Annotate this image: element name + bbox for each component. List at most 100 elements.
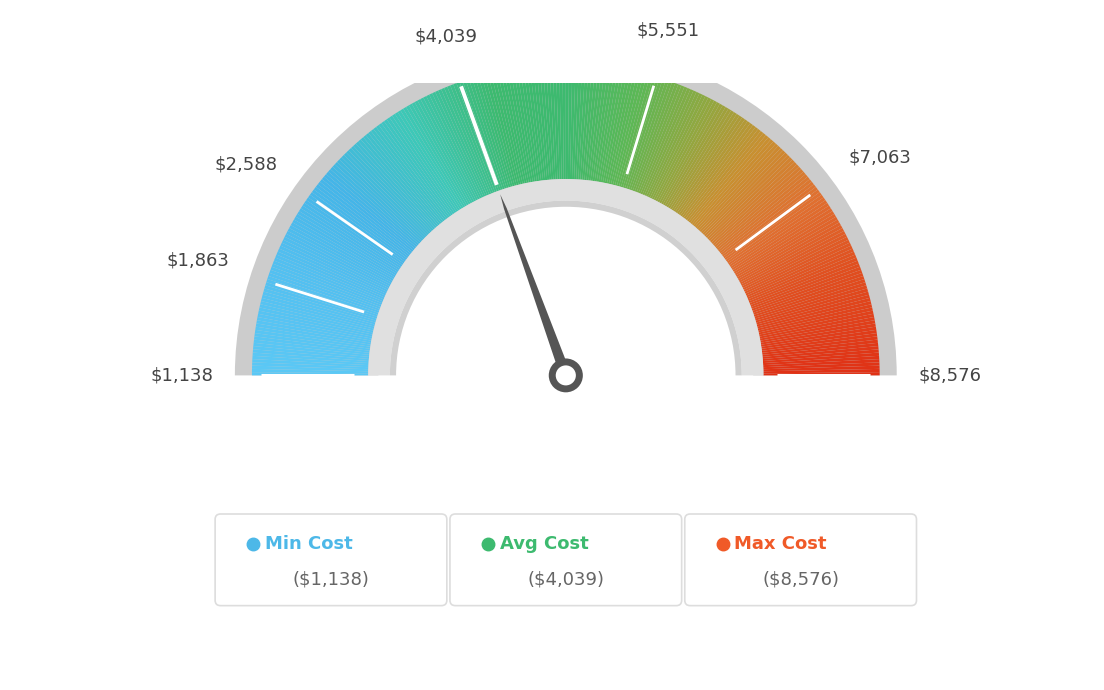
Wedge shape: [432, 92, 484, 198]
Wedge shape: [481, 75, 514, 186]
Wedge shape: [722, 184, 816, 257]
Wedge shape: [347, 150, 429, 235]
Wedge shape: [530, 66, 545, 180]
Wedge shape: [406, 106, 467, 206]
Wedge shape: [728, 197, 826, 265]
Wedge shape: [673, 114, 740, 212]
Wedge shape: [700, 146, 781, 233]
Wedge shape: [643, 88, 690, 195]
Wedge shape: [254, 336, 370, 353]
Wedge shape: [629, 80, 669, 190]
Text: ($4,039): ($4,039): [528, 570, 604, 588]
Wedge shape: [270, 267, 381, 309]
Wedge shape: [289, 225, 393, 283]
Wedge shape: [429, 93, 481, 199]
FancyBboxPatch shape: [684, 514, 916, 606]
Wedge shape: [744, 239, 850, 292]
Wedge shape: [714, 169, 804, 247]
Text: ($8,576): ($8,576): [762, 570, 839, 588]
Wedge shape: [741, 231, 846, 286]
Wedge shape: [721, 181, 814, 255]
Wedge shape: [763, 346, 879, 359]
Wedge shape: [576, 64, 585, 179]
Wedge shape: [510, 68, 533, 182]
Wedge shape: [754, 282, 867, 319]
Wedge shape: [316, 184, 410, 257]
Wedge shape: [466, 79, 505, 189]
Wedge shape: [454, 83, 497, 192]
Wedge shape: [252, 366, 369, 371]
Wedge shape: [735, 214, 836, 275]
Text: $1,138: $1,138: [150, 366, 213, 384]
Wedge shape: [566, 63, 569, 179]
Wedge shape: [488, 72, 519, 185]
Text: $8,576: $8,576: [919, 366, 981, 384]
Wedge shape: [751, 264, 860, 307]
Wedge shape: [254, 333, 370, 351]
Wedge shape: [635, 83, 678, 192]
Wedge shape: [556, 63, 562, 179]
Wedge shape: [520, 66, 539, 181]
Wedge shape: [263, 292, 375, 324]
Wedge shape: [253, 343, 369, 357]
Wedge shape: [659, 101, 716, 204]
Wedge shape: [337, 159, 423, 241]
Wedge shape: [620, 76, 657, 188]
Wedge shape: [376, 125, 448, 219]
Wedge shape: [630, 81, 672, 190]
Wedge shape: [485, 73, 517, 186]
Wedge shape: [285, 234, 390, 288]
Wedge shape: [553, 63, 560, 179]
Wedge shape: [763, 362, 880, 369]
Wedge shape: [760, 310, 873, 337]
Circle shape: [549, 359, 583, 393]
Wedge shape: [265, 282, 378, 319]
Wedge shape: [543, 64, 553, 179]
Wedge shape: [463, 80, 502, 190]
Wedge shape: [744, 243, 851, 294]
Wedge shape: [651, 95, 705, 199]
Wedge shape: [253, 349, 369, 361]
Text: Max Cost: Max Cost: [734, 535, 827, 553]
Wedge shape: [723, 187, 818, 258]
Wedge shape: [646, 90, 697, 197]
Wedge shape: [500, 70, 527, 184]
Wedge shape: [676, 116, 742, 213]
Wedge shape: [671, 112, 736, 210]
Wedge shape: [560, 63, 564, 179]
Wedge shape: [761, 320, 875, 343]
Wedge shape: [258, 307, 373, 335]
Wedge shape: [740, 228, 843, 284]
Wedge shape: [648, 92, 700, 198]
Text: Min Cost: Min Cost: [265, 535, 352, 553]
Wedge shape: [320, 179, 412, 253]
Wedge shape: [763, 359, 880, 367]
Wedge shape: [757, 298, 871, 328]
Wedge shape: [475, 76, 511, 188]
Wedge shape: [257, 317, 372, 341]
Wedge shape: [469, 78, 507, 188]
Wedge shape: [710, 162, 797, 242]
Wedge shape: [763, 366, 880, 371]
Wedge shape: [763, 353, 879, 363]
Wedge shape: [760, 314, 874, 339]
Wedge shape: [294, 217, 395, 277]
Wedge shape: [715, 172, 806, 248]
Wedge shape: [332, 164, 421, 244]
Wedge shape: [256, 324, 371, 345]
Wedge shape: [742, 234, 847, 288]
Wedge shape: [255, 330, 370, 348]
Wedge shape: [513, 68, 534, 181]
Wedge shape: [426, 95, 480, 199]
Wedge shape: [300, 206, 400, 270]
Wedge shape: [276, 252, 384, 299]
Wedge shape: [280, 243, 388, 294]
Wedge shape: [749, 257, 858, 303]
Wedge shape: [623, 77, 660, 188]
Wedge shape: [284, 237, 389, 290]
Wedge shape: [762, 333, 878, 351]
Wedge shape: [386, 117, 455, 214]
Wedge shape: [667, 107, 729, 208]
FancyBboxPatch shape: [215, 514, 447, 606]
Wedge shape: [261, 301, 374, 331]
